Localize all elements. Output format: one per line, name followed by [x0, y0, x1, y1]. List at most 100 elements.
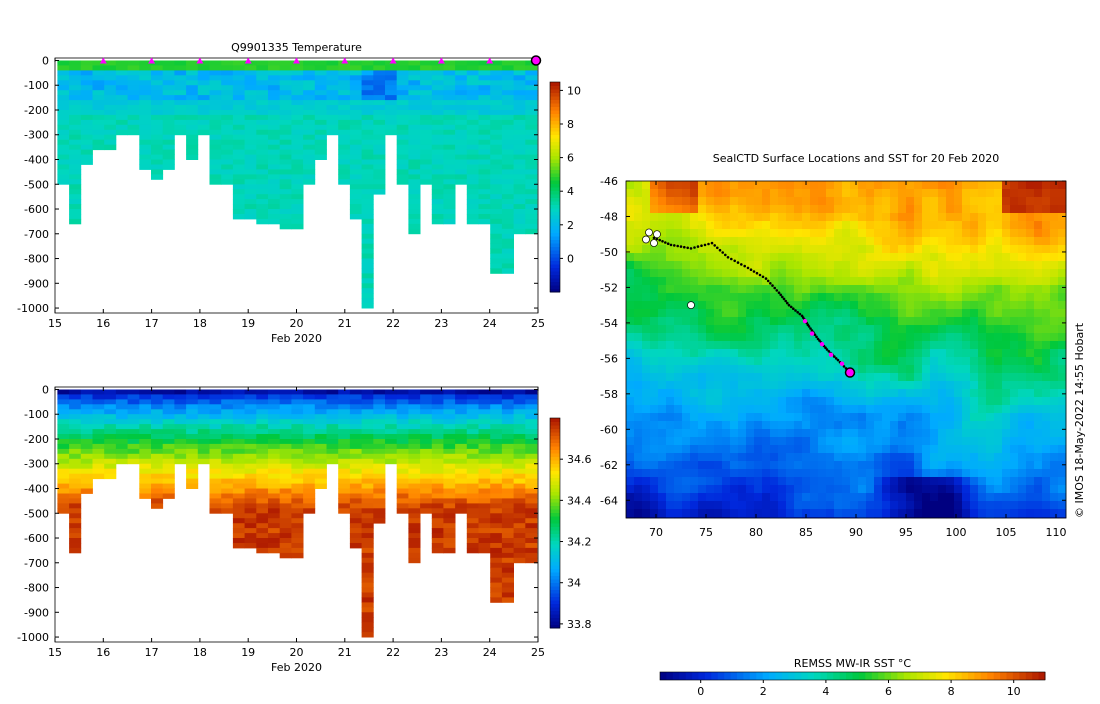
data-cell: [502, 588, 514, 593]
sst-cell: [706, 373, 714, 381]
data-cell: [256, 120, 268, 125]
sst-cell: [1042, 245, 1050, 253]
sst-cell: [866, 493, 874, 501]
data-cell: [69, 85, 81, 90]
data-cell: [420, 165, 432, 170]
sst-cell: [754, 445, 762, 453]
sst-cell: [890, 421, 898, 429]
data-cell: [525, 100, 537, 105]
profile-column: [174, 61, 186, 136]
data-cell: [315, 479, 327, 484]
data-cell: [268, 125, 280, 130]
profile-column: [268, 390, 280, 554]
sst-cell: [930, 285, 938, 293]
sst-cell: [1010, 285, 1018, 293]
data-cell: [525, 150, 537, 155]
sst-cell: [866, 445, 874, 453]
data-cell: [93, 115, 105, 120]
y-tick-label: -400: [24, 483, 49, 496]
sst-cell: [898, 253, 906, 261]
sst-cell: [930, 493, 938, 501]
data-cell: [490, 434, 502, 439]
data-cell: [163, 75, 175, 80]
data-cell: [525, 160, 537, 165]
data-cell: [104, 424, 116, 429]
sst-cell: [890, 453, 898, 461]
sst-cell: [818, 285, 826, 293]
sst-cell: [698, 381, 706, 389]
data-cell: [420, 424, 432, 429]
sst-cell: [882, 253, 890, 261]
sst-cell: [738, 429, 746, 437]
data-cell: [303, 75, 315, 80]
colorbar-segment: [550, 159, 560, 163]
sst-cell: [650, 485, 658, 493]
x-tick-label: 24: [483, 646, 497, 659]
data-cell: [490, 80, 502, 85]
data-cell: [385, 105, 397, 110]
data-cell: [467, 449, 479, 454]
data-cell: [350, 214, 362, 219]
sst-cell: [850, 397, 858, 405]
data-cell: [362, 110, 374, 115]
data-cell: [432, 150, 444, 155]
data-cell: [303, 174, 315, 179]
data-cell: [57, 70, 69, 75]
data-cell: [245, 394, 257, 399]
data-cell: [315, 80, 327, 85]
sst-cell: [1010, 365, 1018, 373]
data-cell: [490, 244, 502, 249]
data-cell: [467, 459, 479, 464]
data-cell: [479, 120, 491, 125]
data-cell: [467, 90, 479, 95]
sst-cell: [666, 213, 674, 221]
sst-cell: [1026, 181, 1034, 189]
data-cell: [362, 75, 374, 80]
data-cell: [373, 479, 385, 484]
sst-cell: [1002, 309, 1010, 317]
sst-cell: [986, 301, 994, 309]
data-cell: [443, 538, 455, 543]
sst-cell: [1050, 237, 1058, 245]
data-cell: [233, 150, 245, 155]
sst-cell: [714, 325, 722, 333]
sst-cell: [994, 333, 1002, 341]
sst-cell: [626, 229, 634, 237]
sst-cell: [938, 285, 946, 293]
sst-cell: [794, 197, 802, 205]
sst-cell: [746, 341, 754, 349]
sst-cell: [778, 445, 786, 453]
data-cell: [514, 184, 526, 189]
sst-cell: [1034, 357, 1042, 365]
data-cell: [432, 214, 444, 219]
sst-cell: [826, 317, 834, 325]
sst-cell: [1010, 389, 1018, 397]
sst-cell: [786, 501, 794, 509]
sst-cell: [978, 237, 986, 245]
sst-cell: [706, 269, 714, 277]
sst-cell: [658, 293, 666, 301]
data-cell: [245, 85, 257, 90]
data-cell: [104, 135, 116, 140]
sst-cell: [754, 421, 762, 429]
data-cell: [139, 394, 151, 399]
sst-cell: [786, 317, 794, 325]
data-cell: [362, 229, 374, 234]
data-cell: [362, 85, 374, 90]
sst-cell: [714, 485, 722, 493]
data-cell: [233, 528, 245, 533]
sst-cell: [834, 373, 842, 381]
data-cell: [104, 464, 116, 469]
data-cell: [455, 489, 467, 494]
data-cell: [502, 155, 514, 160]
sst-cell: [1042, 349, 1050, 357]
data-cell: [291, 513, 303, 518]
sst-cell: [754, 453, 762, 461]
sst-cell: [994, 461, 1002, 469]
data-cell: [268, 498, 280, 503]
data-cell: [291, 85, 303, 90]
sst-cell: [794, 349, 802, 357]
sst-cell: [1018, 405, 1026, 413]
sst-cell: [818, 381, 826, 389]
data-cell: [245, 498, 257, 503]
